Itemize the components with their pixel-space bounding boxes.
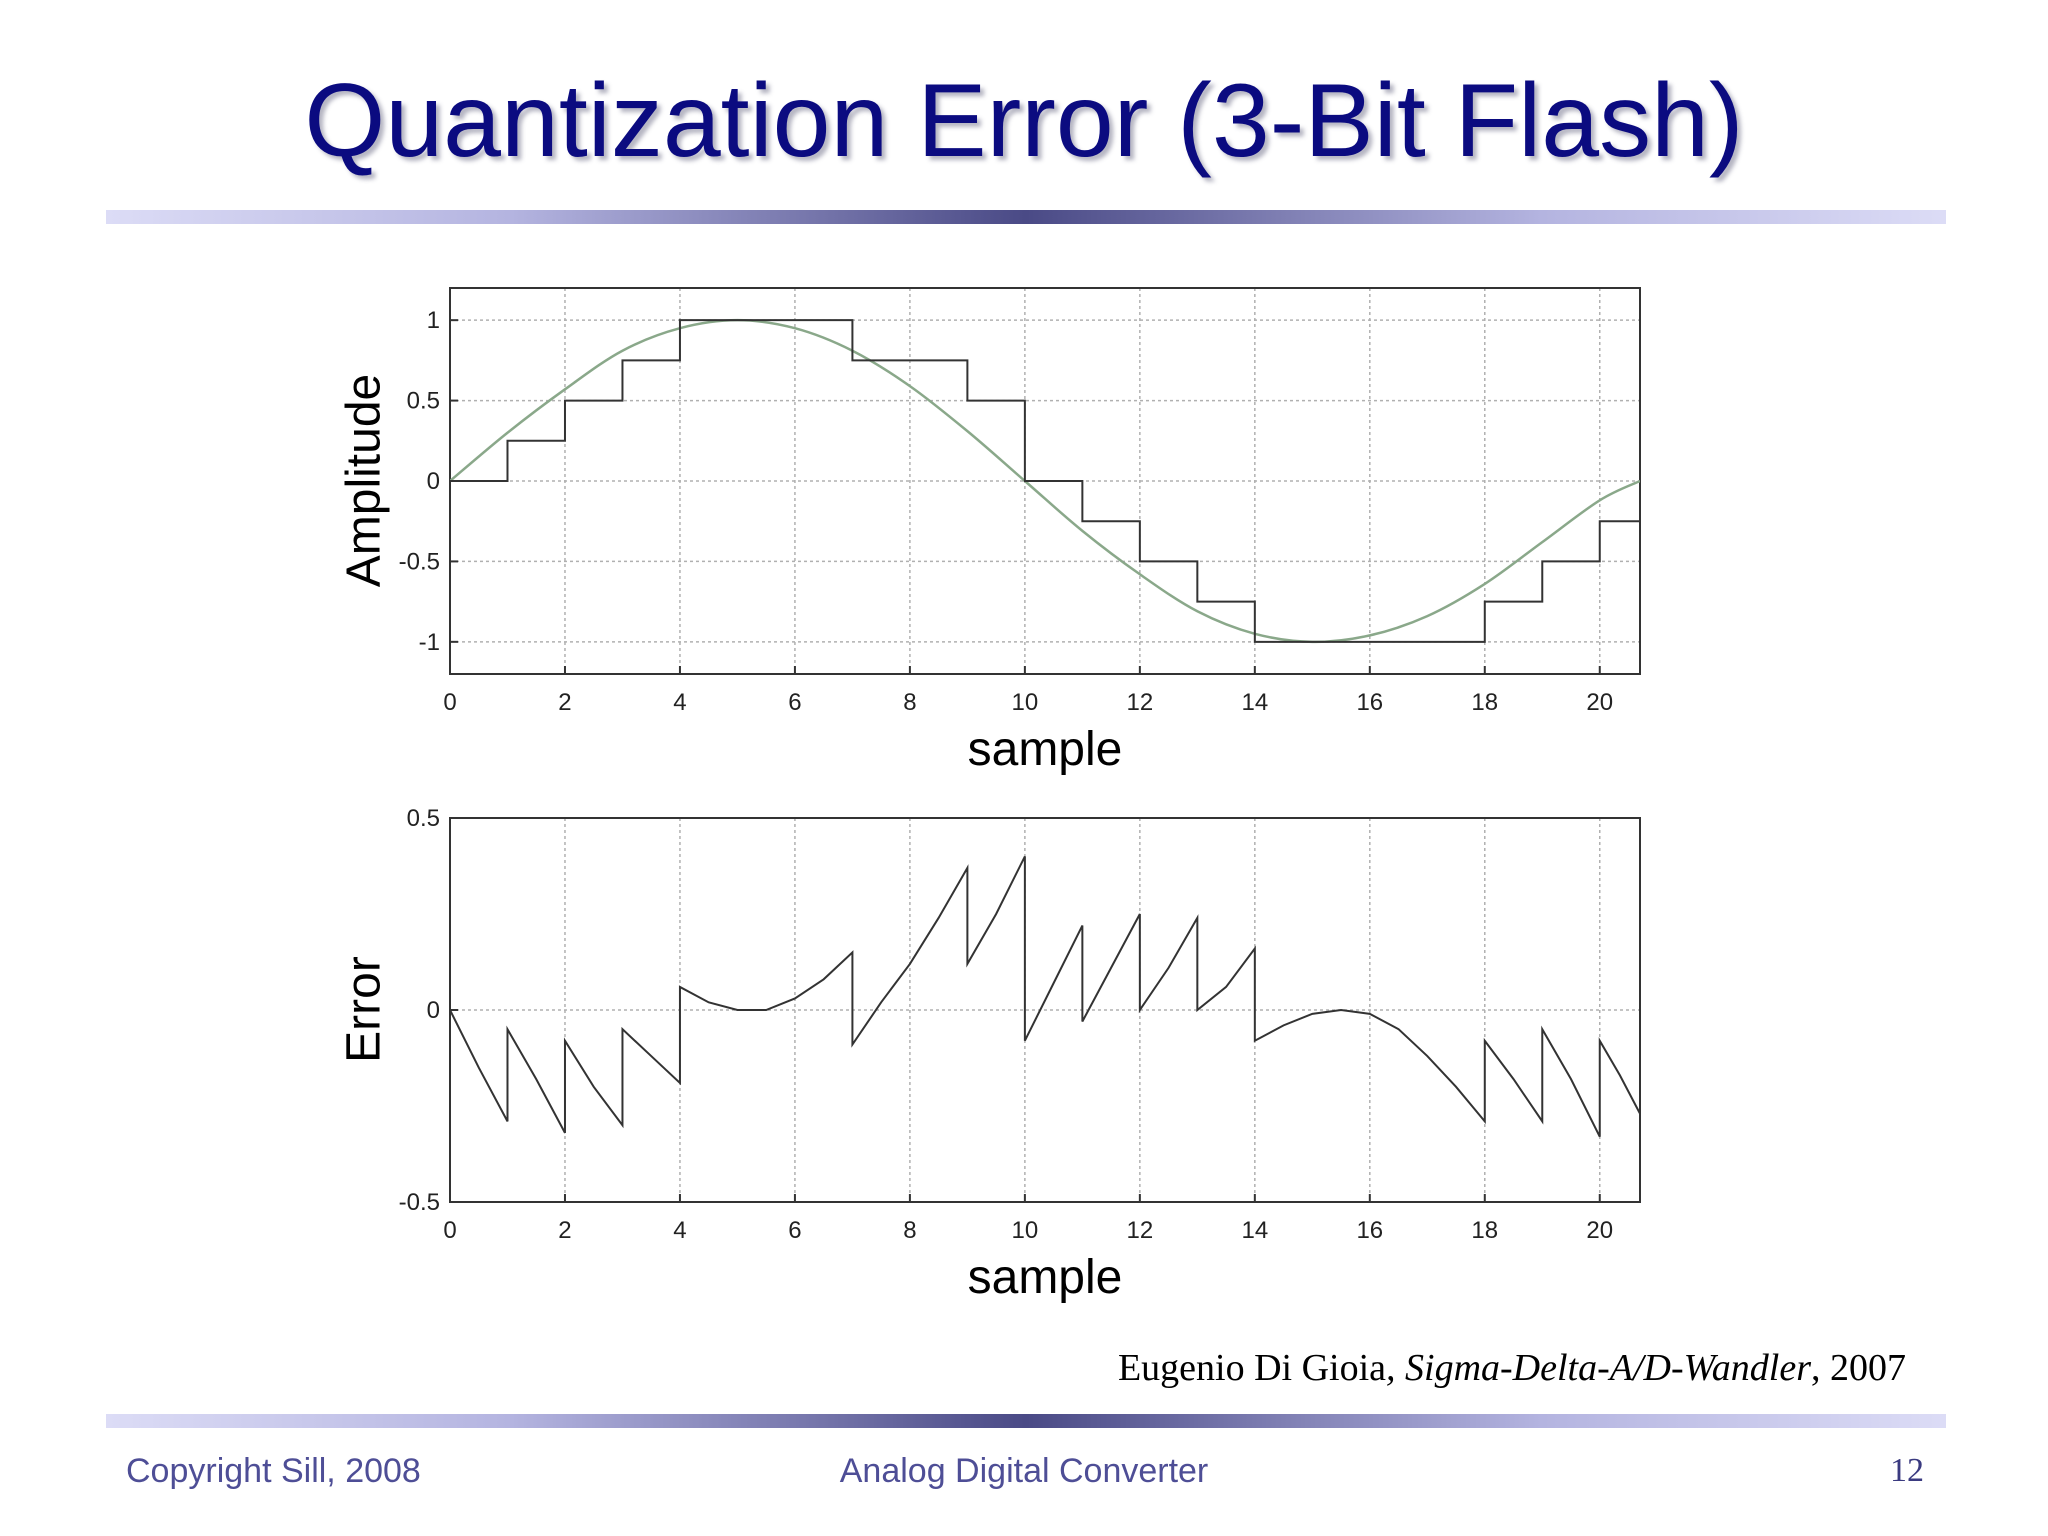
x-tick-label: 10: [1012, 689, 1039, 716]
citation-sep: ,: [1386, 1347, 1406, 1389]
x-tick-label: 14: [1241, 1217, 1268, 1244]
citation-year: , 2007: [1811, 1347, 1906, 1389]
title-divider: [106, 210, 1946, 224]
x-tick-label: 10: [1012, 1217, 1039, 1244]
slide-title: Quantization Error (3-Bit Flash): [304, 63, 1744, 179]
y-tick-label: 0: [427, 468, 440, 495]
error-axis-label: Error: [337, 956, 391, 1063]
x-tick-label: 8: [903, 1217, 916, 1244]
x-tick-label: 0: [443, 689, 456, 716]
x-tick-label: 20: [1586, 1217, 1613, 1244]
y-tick-label: 1: [427, 307, 440, 334]
y-tick-label: 0.5: [407, 805, 440, 832]
citation-author: Eugenio Di Gioia: [1117, 1347, 1387, 1389]
y-tick-label: -0.5: [399, 548, 440, 575]
x-tick-label: 6: [788, 689, 801, 716]
error-x-axis-label: sample: [967, 1251, 1123, 1304]
x-tick-label: 18: [1471, 689, 1498, 716]
x-tick-label: 12: [1127, 1217, 1154, 1244]
x-tick-label: 20: [1586, 689, 1613, 716]
quantized-step-line: [450, 319, 1640, 643]
x-tick-label: 4: [673, 1217, 686, 1244]
y-tick-label: 0.5: [407, 388, 440, 415]
footer-title: Analog Digital Converter: [839, 1452, 1209, 1490]
page-number: 12: [1890, 1452, 1924, 1489]
y-tick-label: -0.5: [399, 1189, 440, 1216]
x-tick-label: 16: [1356, 689, 1383, 716]
amplitude-x-axis-label: sample: [967, 723, 1123, 776]
error-chart: 0 2 4 6 8 10 12 14 16 18 20-0.500.5: [399, 805, 1641, 1244]
analog-signal-line: [450, 318, 1640, 644]
x-tick-label: 18: [1471, 1217, 1498, 1244]
x-tick-label: 14: [1241, 689, 1268, 716]
x-tick-label: 2: [558, 1217, 571, 1244]
y-tick-label: 0: [427, 997, 440, 1024]
x-tick-label: 0: [443, 1217, 456, 1244]
x-tick-label: 6: [788, 1217, 801, 1244]
citation: Eugenio Di Gioia, Sigma-Delta-A/D-Wandle…: [1118, 1346, 1906, 1390]
footer-divider: [106, 1414, 1946, 1428]
citation-work: Sigma-Delta-A/D-Wandler: [1405, 1347, 1811, 1389]
x-tick-label: 8: [903, 689, 916, 716]
x-tick-label: 4: [673, 689, 686, 716]
x-tick-label: 12: [1127, 689, 1154, 716]
amplitude-chart: 0 2 4 6 8 10 12 14 16 18 20 -1 -0.5 0 0.5 1: [399, 287, 1641, 716]
y-tick-label: -1: [419, 629, 440, 656]
amplitude-axis-label: Amplitude: [337, 373, 391, 588]
x-tick-label: 16: [1356, 1217, 1383, 1244]
x-tick-label: 2: [558, 689, 571, 716]
footer-copyright: Copyright Sill, 2008: [126, 1452, 421, 1490]
error-line: [450, 855, 1640, 1138]
